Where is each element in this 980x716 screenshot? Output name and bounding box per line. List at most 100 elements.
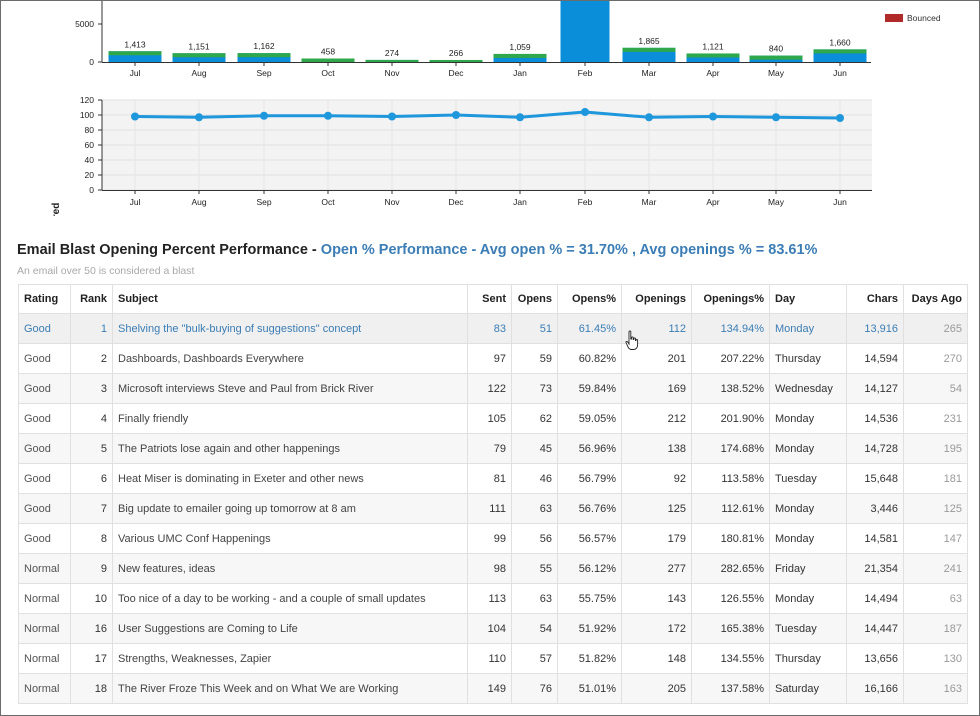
bar-Feb (560, 1, 610, 62)
cell-openings: 205 (621, 673, 692, 704)
bar-x-tick-label: Feb (578, 68, 593, 78)
cell-days-ago: 270 (903, 343, 968, 374)
delivered-point-Jan[interactable] (516, 113, 524, 122)
cell-subject[interactable]: New features, ideas (112, 553, 468, 584)
cell-days-ago: 163 (903, 673, 968, 704)
line-x-tick-label: Jul (130, 197, 141, 207)
cell-openings: 125 (621, 493, 692, 524)
delivered-point-Nov[interactable] (388, 112, 396, 121)
column-header[interactable]: Rating (18, 284, 71, 314)
legend-bounced-swatch (885, 14, 903, 22)
delivered-point-Aug[interactable] (195, 113, 203, 122)
table-row[interactable]: Normal 16 User Suggestions are Coming to L… (18, 613, 968, 644)
delivered-point-Sep[interactable] (260, 111, 268, 120)
table-row[interactable]: Normal 18 The River Froze This Week and on… (18, 673, 968, 704)
line-x-tick-label: Jun (833, 197, 847, 207)
column-header[interactable]: Openings% (691, 284, 770, 314)
section-title-stats-link[interactable]: Open % Performance - Avg open % = 31.70%… (320, 242, 818, 258)
cell-opens-percent: 51.01% (557, 673, 622, 704)
cell-chars: 14,127 (846, 373, 904, 404)
bar-value-label: 1,121 (702, 41, 724, 51)
cell-subject[interactable]: The River Froze This Week and on What We… (112, 673, 468, 704)
cell-opens-percent: 59.05% (557, 403, 622, 434)
table-row[interactable]: Good 3 Microsoft interviews Steve and Paul… (18, 373, 968, 404)
cell-days-ago: 147 (903, 523, 968, 554)
table-row[interactable]: Good 5 The Patriots lose again and other h… (18, 433, 968, 464)
line-x-tick-label: May (768, 197, 785, 207)
bar-value-label: 458 (321, 47, 335, 57)
cell-subject[interactable]: Shelving the "bulk-buying of suggestions… (112, 313, 468, 344)
table-row[interactable]: Good 2 Dashboards, Dashboards Everywhere 97… (18, 343, 968, 374)
table-row[interactable]: Good 7 Big update to emailer going up tomo… (18, 493, 968, 524)
cell-subject[interactable]: Too nice of a day to be working - and a … (112, 583, 468, 614)
line-x-tick-label: Dec (448, 197, 464, 207)
column-header[interactable]: Sent (467, 284, 512, 314)
cell-days-ago: 181 (903, 463, 968, 494)
cell-day: Wednesday (769, 373, 847, 404)
cell-day: Monday (769, 403, 847, 434)
delivered-point-Feb[interactable] (581, 108, 589, 116)
cell-subject[interactable]: Big update to emailer going up tomorrow … (112, 493, 468, 524)
delivered-point-Jun[interactable] (836, 114, 844, 122)
cell-opens: 54 (511, 613, 558, 644)
column-header[interactable]: Chars (846, 284, 904, 314)
cell-subject[interactable]: Heat Miser is dominating in Exeter and o… (112, 463, 468, 494)
delivered-point-Mar[interactable] (645, 113, 653, 122)
column-header[interactable]: Opens% (557, 284, 622, 314)
cell-subject[interactable]: The Patriots lose again and other happen… (112, 433, 468, 464)
column-header[interactable]: Rank (70, 284, 113, 314)
cell-chars: 14,581 (846, 523, 904, 554)
cell-openings-percent: 134.94% (691, 313, 770, 344)
cell-opens-percent: 60.82% (557, 343, 622, 374)
cell-opens: 51 (511, 313, 558, 344)
delivered-point-Jul[interactable] (131, 112, 139, 121)
cell-day: Monday (769, 583, 847, 614)
delivered-point-Oct[interactable] (324, 111, 332, 120)
cell-chars: 14,728 (846, 433, 904, 464)
table-row[interactable]: Good 8 Various UMC Conf Happenings 99 56 56.5… (18, 523, 968, 554)
cell-chars: 16,166 (846, 673, 904, 704)
cell-opens-percent: 56.57% (557, 523, 622, 554)
table-row[interactable]: Normal 17 Strengths, Weaknesses, Zapier 110… (18, 643, 968, 674)
monthly-bar-chart: 1,413 1,151 1,162 458 274 266 1,059 1,865 1,121 8… (75, 1, 941, 78)
column-header[interactable]: Day (769, 284, 847, 314)
column-header[interactable]: Opens (511, 284, 558, 314)
section-title: Email Blast Opening Percent Performance … (17, 241, 967, 259)
cell-subject[interactable]: Various UMC Conf Happenings (112, 523, 468, 554)
table-row[interactable]: Good 4 Finally friendly 105 62 59.05% 212 201.9… (18, 403, 968, 434)
cell-chars: 13,656 (846, 643, 904, 674)
cell-sent: 110 (467, 643, 512, 674)
cell-subject[interactable]: User Suggestions are Coming to Life (112, 613, 468, 644)
line-x-tick-label: Aug (191, 197, 206, 207)
cell-opens: 57 (511, 643, 558, 674)
cell-subject[interactable]: Microsoft interviews Steve and Paul from… (112, 373, 468, 404)
cell-day: Monday (769, 313, 847, 344)
column-header[interactable]: Days Ago (903, 284, 968, 314)
table-row[interactable]: Normal 10 Too nice of a day to be working … (18, 583, 968, 614)
column-header[interactable]: Subject (112, 284, 468, 314)
bar-cap-Nov (365, 59, 419, 62)
delivered-point-May[interactable] (772, 113, 780, 122)
line-y-tick-label: 40 (85, 155, 95, 165)
cell-sent: 104 (467, 613, 512, 644)
bar-x-tick-label: Mar (642, 68, 657, 78)
cell-rating: Normal (18, 613, 71, 644)
bar-cap-Dec (429, 59, 483, 62)
line-x-tick-label: Oct (321, 197, 335, 207)
column-header[interactable]: Openings (621, 284, 692, 314)
cell-subject[interactable]: Finally friendly (112, 403, 468, 434)
bar-cap-Apr (686, 53, 740, 58)
table-row[interactable]: Good 6 Heat Miser is dominating in Exeter … (18, 463, 968, 494)
cell-opens-percent: 56.12% (557, 553, 622, 584)
table-row[interactable]: Normal 9 New features, ideas 98 55 56.12% 277 2… (18, 553, 968, 584)
delivered-point-Dec[interactable] (452, 111, 460, 119)
cell-rating: Good (18, 463, 71, 494)
delivered-point-Apr[interactable] (709, 112, 717, 121)
cell-subject[interactable]: Strengths, Weaknesses, Zapier (112, 643, 468, 674)
line-x-tick-label: Nov (384, 197, 400, 207)
blast-performance-section: Email Blast Opening Percent Performance … (17, 241, 967, 278)
table-row[interactable]: Good 1 Shelving the "bulk-buying of sugges… (18, 313, 968, 344)
cell-openings-percent: 137.58% (691, 673, 770, 704)
cell-subject[interactable]: Dashboards, Dashboards Everywhere (112, 343, 468, 374)
cell-opens-percent: 59.84% (557, 373, 622, 404)
